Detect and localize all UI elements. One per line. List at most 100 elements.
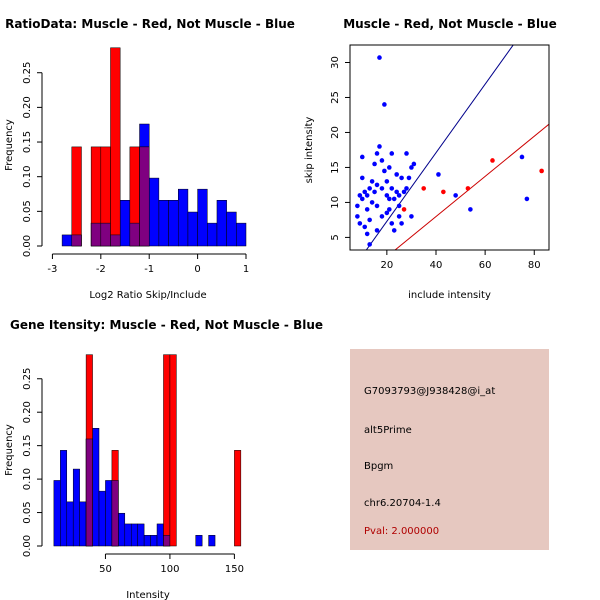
scatter-point-blue — [384, 193, 390, 198]
scatter-point-blue — [367, 217, 372, 223]
scatter-point-blue — [404, 151, 409, 156]
intensity-hist-bar-overlap — [85, 438, 93, 547]
intensity-hist-bar-blue — [137, 523, 145, 547]
pval-text: Pval: 2.000000 — [364, 526, 440, 537]
intensity-hist-bar-blue — [156, 523, 164, 547]
intensity-hist-bar-blue — [98, 490, 106, 547]
intensity-hist-bar-overlap — [111, 480, 119, 547]
scatter-point-blue — [379, 186, 385, 191]
scatter-point-blue — [374, 151, 380, 156]
ratio-hist-bar-overlap — [90, 222, 102, 247]
intensity-hist-bar-blue — [79, 501, 87, 547]
ratio-hist-y-tick-label: 0.15 — [22, 131, 33, 153]
scatter-point-blue — [357, 193, 363, 198]
ratio-hist-x-tick-label: -2 — [96, 264, 106, 275]
ratio-hist-y-tick-label: 0.00 — [22, 235, 33, 257]
intensity-hist-bar-blue — [124, 523, 132, 547]
scatter-point-blue — [382, 102, 387, 107]
scatter-point-blue — [399, 221, 404, 226]
scatter-fit-line-red — [394, 123, 549, 250]
ratio-hist-title: RatioData: Muscle - Red, Not Muscle - Bl… — [5, 17, 295, 31]
ratio-hist-bar-overlap — [139, 146, 150, 247]
scatter-point-blue — [399, 175, 404, 181]
ratio-hist-x-tick-label: 0 — [194, 264, 200, 275]
scatter-point-blue — [404, 186, 409, 191]
scatter-point-blue — [409, 214, 414, 219]
scatter-point-blue — [369, 200, 375, 205]
scatter-point-red — [401, 207, 407, 212]
scatter-point-blue — [453, 193, 458, 198]
scatter-y-tick-label: 30 — [330, 56, 341, 69]
scatter-point-blue — [364, 231, 370, 237]
scatter-y-tick-label: 15 — [330, 161, 341, 174]
info-panel: G7093793@J938428@i_at alt5Prime Bpgm chr… — [350, 349, 549, 550]
scatter-point-red — [490, 158, 495, 163]
scatter-point-blue — [389, 151, 395, 156]
ratio-hist-x-label: Log2 Ratio Skip/Include — [89, 290, 206, 301]
ratio-hist-y-label: Frequency — [4, 119, 15, 171]
scatter-point-blue — [436, 172, 441, 177]
scatter-point-red — [539, 168, 544, 174]
ratio-hist-bar-blue — [158, 200, 169, 247]
scatter-x-tick-label: 80 — [528, 260, 541, 271]
ratio-hist-bar-blue — [197, 188, 208, 247]
intensity-hist-x-tick-label: 50 — [99, 564, 112, 575]
intensity-hist-bar-red — [234, 450, 242, 547]
scatter-point-blue — [409, 165, 414, 170]
intensity-hist-y-tick-label: 0.00 — [22, 535, 33, 557]
scatter-point-blue — [377, 144, 382, 149]
scatter-point-blue — [355, 203, 360, 209]
scatter-point-blue — [364, 193, 370, 198]
scatter-point-blue — [389, 221, 395, 226]
intensity-hist-bar-overlap — [163, 535, 171, 547]
ratio-hist-y-tick-label: 0.25 — [22, 62, 33, 84]
intensity-hist-bar-red — [163, 354, 171, 547]
scatter-point-blue — [374, 228, 380, 233]
ratio-hist-bar-red — [110, 47, 121, 247]
intensity-hist-y-label: Frequency — [4, 424, 15, 476]
scatter-point-blue — [372, 189, 377, 195]
scatter-y-tick-label: 25 — [330, 91, 341, 104]
ratio-hist-bar-blue — [61, 234, 73, 247]
intensity-hist-y-tick-label: 0.25 — [22, 368, 33, 390]
scatter-point-blue — [369, 179, 375, 184]
intensity-hist-y-tick-label: 0.05 — [22, 501, 33, 523]
intensity-hist-bar-blue — [195, 535, 203, 547]
scatter-point-blue — [384, 179, 390, 184]
intensity-hist-y-tick-label: 0.15 — [22, 435, 33, 457]
ratio-hist-bar-blue — [236, 222, 247, 247]
intensity-hist-bar-blue — [66, 501, 74, 547]
scatter-title: Muscle - Red, Not Muscle - Blue — [343, 17, 557, 31]
intensity-hist-bar-blue — [92, 428, 100, 547]
event-type-text: alt5Prime — [364, 425, 412, 436]
scatter-point-blue — [384, 210, 390, 216]
probe-id-text: G7093793@J938428@i_at — [364, 386, 496, 397]
scatter-point-blue — [391, 228, 397, 233]
ratio-hist-bar-blue — [187, 211, 198, 247]
intensity-hist-bar-blue — [72, 468, 80, 547]
ratio-hist-x-tick-label: -1 — [144, 264, 154, 275]
scatter-point-blue — [362, 189, 368, 195]
scatter-point-blue — [364, 207, 370, 212]
scatter-point-blue — [359, 196, 365, 202]
intensity-hist-bar-blue — [53, 480, 61, 547]
scatter-point-red — [465, 186, 471, 191]
scatter-point-blue — [389, 186, 395, 191]
scatter-point-blue — [387, 165, 392, 170]
ratio-hist-bar-blue — [119, 200, 131, 247]
ratio-hist-y-tick-label: 0.05 — [22, 200, 33, 222]
ratio-hist-bar-overlap — [71, 234, 82, 247]
scatter-point-blue — [524, 196, 530, 202]
ratio-hist-x-tick-label: -3 — [47, 264, 57, 275]
scatter-point-blue — [411, 161, 417, 167]
intensity-hist-x-label: Intensity — [126, 590, 170, 600]
intensity-hist-y-tick-label: 0.20 — [22, 401, 33, 423]
scatter-point-blue — [387, 207, 392, 212]
ratio-hist-bar-blue — [148, 177, 160, 247]
intensity-hist-x-tick-label: 150 — [225, 564, 244, 575]
ratio-hist-x-tick-label: 1 — [243, 264, 249, 275]
gene-name-text: Bpgm — [364, 461, 394, 472]
ratio-hist-y-tick-label: 0.20 — [22, 96, 33, 118]
scatter-point-blue — [374, 182, 380, 188]
